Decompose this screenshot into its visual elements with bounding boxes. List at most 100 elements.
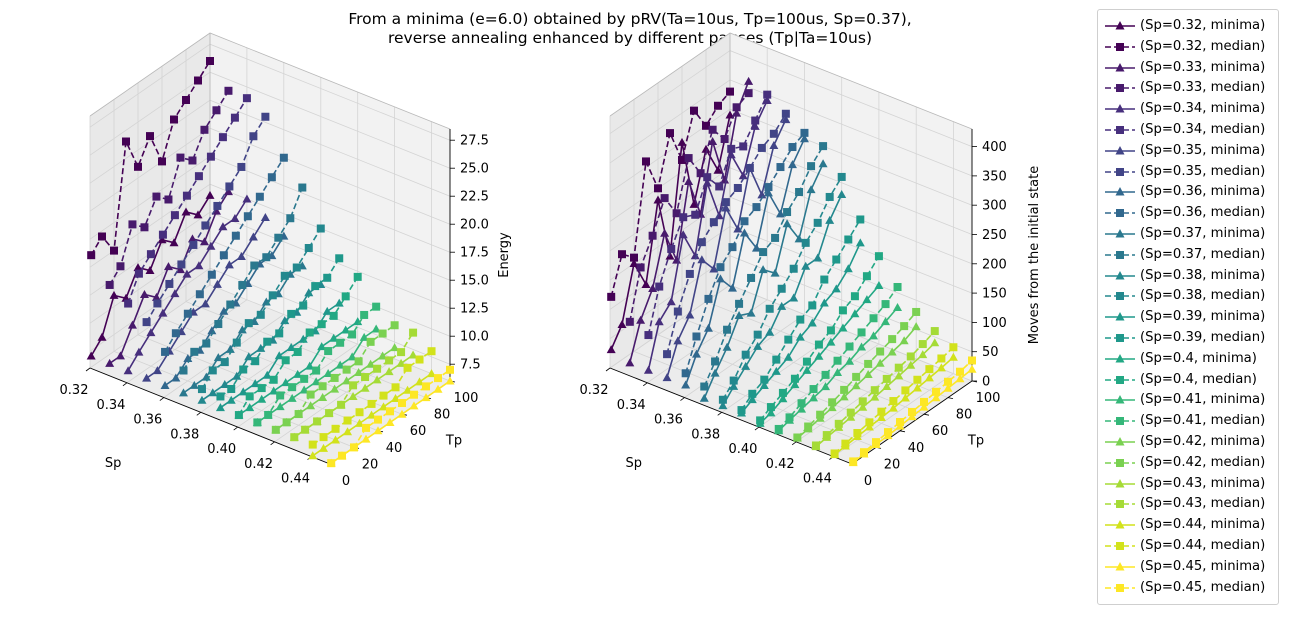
minima-point xyxy=(792,433,802,442)
median-point xyxy=(242,94,251,103)
minima-point xyxy=(843,264,853,273)
median-point xyxy=(702,121,710,130)
minima-point xyxy=(858,402,868,411)
square-marker-icon xyxy=(1116,209,1124,218)
minima-point xyxy=(850,309,860,318)
median-point xyxy=(874,252,883,261)
median-point xyxy=(304,244,313,253)
legend-swatch xyxy=(1105,437,1135,446)
legend-swatch xyxy=(1105,417,1135,426)
minima-point xyxy=(97,332,107,341)
x-tick-label: 0.42 xyxy=(766,457,795,472)
median-point xyxy=(877,407,886,416)
median-point xyxy=(732,103,741,112)
series-sp-0.39 xyxy=(737,215,865,417)
median-point xyxy=(956,367,964,376)
median-point xyxy=(766,403,775,412)
legend-label: (Sp=0.41, median) xyxy=(1140,413,1266,429)
minima-point xyxy=(790,380,800,389)
minima-point xyxy=(274,351,284,360)
median-point xyxy=(796,315,805,324)
median-point xyxy=(684,154,693,163)
median-point xyxy=(224,86,233,95)
median-point xyxy=(190,347,199,356)
minima-point xyxy=(738,171,748,180)
minima-point xyxy=(244,352,254,361)
minima-point xyxy=(348,392,358,401)
legend-swatch xyxy=(1105,167,1135,176)
x-tick-label: 0.44 xyxy=(803,472,832,487)
median-point xyxy=(679,213,688,222)
legend-swatch xyxy=(1105,478,1135,488)
median-point xyxy=(378,329,387,338)
minima-point xyxy=(158,308,168,317)
median-point xyxy=(237,162,246,171)
minima-point xyxy=(703,323,713,332)
minima-point xyxy=(326,458,336,467)
legend-label: (Sp=0.4, minima) xyxy=(1140,350,1257,366)
minima-point xyxy=(643,365,653,374)
median-point xyxy=(446,365,454,374)
minima-point xyxy=(797,404,807,413)
median-point xyxy=(343,416,352,425)
z-axis-label: Energy xyxy=(497,232,512,278)
median-point xyxy=(797,399,806,408)
median-point xyxy=(140,223,149,232)
minima-point xyxy=(771,366,781,375)
median-point xyxy=(845,342,854,351)
minima-point xyxy=(367,410,377,419)
legend-label: (Sp=0.43, median) xyxy=(1140,496,1266,512)
median-point xyxy=(331,424,340,433)
minima-point xyxy=(617,320,627,329)
x-axis-label: Sp xyxy=(626,456,643,471)
minima-point xyxy=(943,383,953,392)
legend-swatch xyxy=(1105,21,1135,30)
legend-item: (Sp=0.42, median) xyxy=(1098,453,1278,473)
minima-point xyxy=(876,413,886,422)
legend-swatch xyxy=(1105,270,1135,280)
minima-point xyxy=(427,369,437,378)
minima-point xyxy=(379,402,389,411)
median-point xyxy=(788,143,797,152)
median-point xyxy=(200,125,209,134)
series-sp-0.44 xyxy=(830,343,958,459)
minima-point xyxy=(341,325,351,334)
minima-point xyxy=(863,369,873,378)
triangle-marker-icon xyxy=(1115,21,1125,30)
minima-point xyxy=(146,328,156,337)
legend-item: (Sp=0.45, minima) xyxy=(1098,557,1278,577)
minima-point xyxy=(681,380,691,389)
median-point xyxy=(906,352,915,361)
minima-point xyxy=(282,417,292,426)
median-point xyxy=(329,311,338,320)
minima-point xyxy=(287,393,297,402)
minima-point xyxy=(171,373,181,382)
minima-point xyxy=(839,392,849,401)
minima-point xyxy=(846,412,856,421)
y-tick-label: 0 xyxy=(864,474,872,489)
median-point xyxy=(759,248,768,257)
median-point xyxy=(870,386,879,395)
minima-point xyxy=(371,324,381,333)
median-point xyxy=(317,320,326,329)
minima-point xyxy=(837,190,847,199)
minima-point xyxy=(722,342,732,351)
median-point xyxy=(714,101,722,110)
x-tick-mark xyxy=(270,441,275,446)
minima-point xyxy=(894,371,904,380)
minima-point xyxy=(783,352,793,361)
legend-swatch xyxy=(1105,104,1135,113)
minima-point xyxy=(758,265,768,274)
minima-point xyxy=(827,403,837,412)
legend-swatch xyxy=(1105,187,1135,196)
legend-item: (Sp=0.36, minima) xyxy=(1098,182,1278,202)
z-tick-label: 100 xyxy=(982,316,1007,331)
minima-point xyxy=(322,306,332,315)
minima-point xyxy=(312,416,322,425)
triangle-marker-icon xyxy=(1115,229,1125,238)
minima-point xyxy=(911,322,921,331)
legend-swatch xyxy=(1105,542,1135,550)
median-point xyxy=(226,300,235,309)
minima-point xyxy=(105,358,115,367)
legend-item: (Sp=0.41, median) xyxy=(1098,411,1278,431)
